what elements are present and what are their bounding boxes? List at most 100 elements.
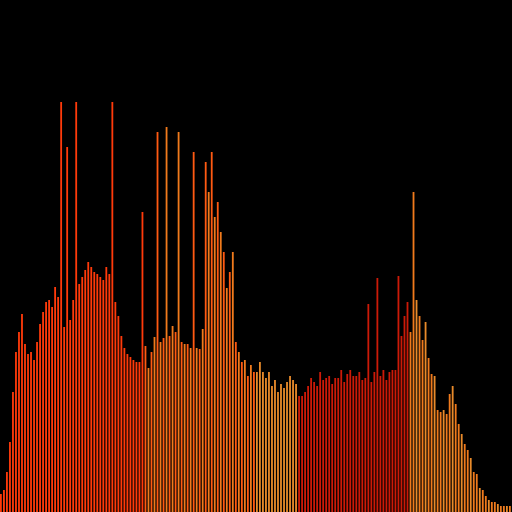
histogram-bar: [54, 287, 57, 512]
histogram-bar: [460, 434, 463, 512]
histogram-bar: [75, 102, 78, 512]
histogram-bar: [310, 378, 313, 512]
histogram-bar: [162, 338, 165, 512]
histogram-bar: [114, 302, 117, 512]
histogram-bar: [165, 127, 168, 512]
histogram-bar: [286, 382, 288, 512]
histogram-bar: [301, 396, 303, 512]
histogram-bar: [33, 360, 35, 512]
histogram-bar: [90, 267, 93, 512]
histogram-bar: [289, 376, 291, 512]
bar-group: [0, 102, 511, 512]
histogram-bar: [24, 344, 26, 512]
histogram-bar: [93, 272, 96, 512]
histogram-bar: [328, 376, 331, 512]
histogram-bar: [234, 342, 237, 512]
histogram-bar: [183, 344, 186, 512]
histogram-bar: [268, 372, 270, 512]
histogram-bar: [249, 365, 252, 512]
histogram-bar: [493, 502, 496, 512]
histogram-bar: [216, 202, 219, 512]
histogram-bar: [385, 380, 388, 512]
histogram-bar: [207, 192, 210, 512]
histogram-bar: [42, 312, 44, 512]
histogram-bar: [508, 506, 511, 512]
histogram-bar: [451, 386, 454, 512]
histogram-bar: [430, 374, 433, 512]
histogram-bar: [277, 392, 279, 512]
histogram-bar: [132, 360, 135, 512]
histogram-bar: [379, 376, 382, 512]
histogram-bar: [15, 352, 17, 512]
histogram-bar: [313, 382, 316, 512]
histogram-bar: [189, 348, 192, 512]
histogram-bar: [21, 314, 23, 512]
histogram-bar: [231, 252, 234, 512]
histogram-bar: [370, 382, 373, 512]
histogram-bar: [45, 302, 47, 512]
histogram-bar: [219, 232, 222, 512]
histogram-bar: [475, 474, 478, 512]
histogram-bar: [153, 337, 156, 512]
histogram-bar: [463, 444, 466, 512]
histogram-bar: [322, 380, 325, 512]
histogram-bar: [397, 276, 400, 512]
histogram-bar: [174, 332, 177, 512]
histogram-bar: [240, 362, 243, 512]
histogram-bar: [111, 102, 114, 512]
histogram-bar: [352, 376, 355, 512]
histogram-bar: [334, 378, 337, 512]
histogram-bar: [496, 504, 499, 512]
histogram-bar: [57, 297, 60, 512]
histogram-bar: [298, 396, 300, 512]
histogram-bar: [159, 342, 162, 512]
histogram-bar: [135, 362, 138, 512]
histogram-bar: [246, 376, 249, 512]
histogram-bar: [319, 372, 322, 512]
histogram-bar: [237, 352, 240, 512]
histogram-bar: [84, 270, 87, 512]
histogram-bar: [271, 386, 273, 512]
histogram-bar: [505, 506, 508, 512]
histogram-bar: [180, 342, 183, 512]
histogram-bar: [445, 414, 448, 512]
histogram-bar: [195, 348, 198, 512]
histogram-bar: [427, 358, 430, 512]
histogram-bar: [144, 346, 147, 512]
histogram-bar: [436, 410, 439, 512]
histogram-bar: [63, 327, 66, 512]
histogram-bar: [478, 488, 481, 512]
histogram-bar: [340, 370, 343, 512]
histogram-bar: [382, 370, 385, 512]
histogram-bar: [168, 336, 171, 512]
histogram-bar: [433, 376, 436, 512]
histogram-bar: [409, 332, 412, 512]
histogram-bar: [198, 349, 201, 512]
histogram-bar: [292, 380, 294, 512]
histogram-bar: [307, 386, 310, 512]
histogram-bar: [358, 372, 361, 512]
histogram-bar: [99, 277, 102, 512]
histogram-bar: [421, 340, 424, 512]
histogram-bar: [331, 384, 334, 512]
histogram-bar: [499, 506, 502, 512]
histogram-bar: [349, 370, 352, 512]
histogram-bar: [403, 316, 406, 512]
histogram-bar: [415, 300, 418, 512]
histogram-bar: [3, 490, 5, 512]
histogram-bar: [325, 378, 328, 512]
histogram-bar: [66, 147, 69, 512]
histogram-bar: [400, 336, 403, 512]
histogram-bar: [439, 412, 442, 512]
histogram-bar: [259, 362, 261, 512]
histogram-bar: [210, 152, 213, 512]
histogram-bar: [78, 284, 81, 512]
histogram-bar: [69, 320, 72, 512]
histogram-bar: [355, 376, 358, 512]
histogram-bar: [472, 472, 475, 512]
histogram-bar: [72, 300, 75, 512]
histogram-bar: [204, 162, 207, 512]
histogram-bar: [201, 329, 204, 512]
histogram-bar: [406, 302, 409, 512]
histogram-bar: [304, 392, 306, 512]
